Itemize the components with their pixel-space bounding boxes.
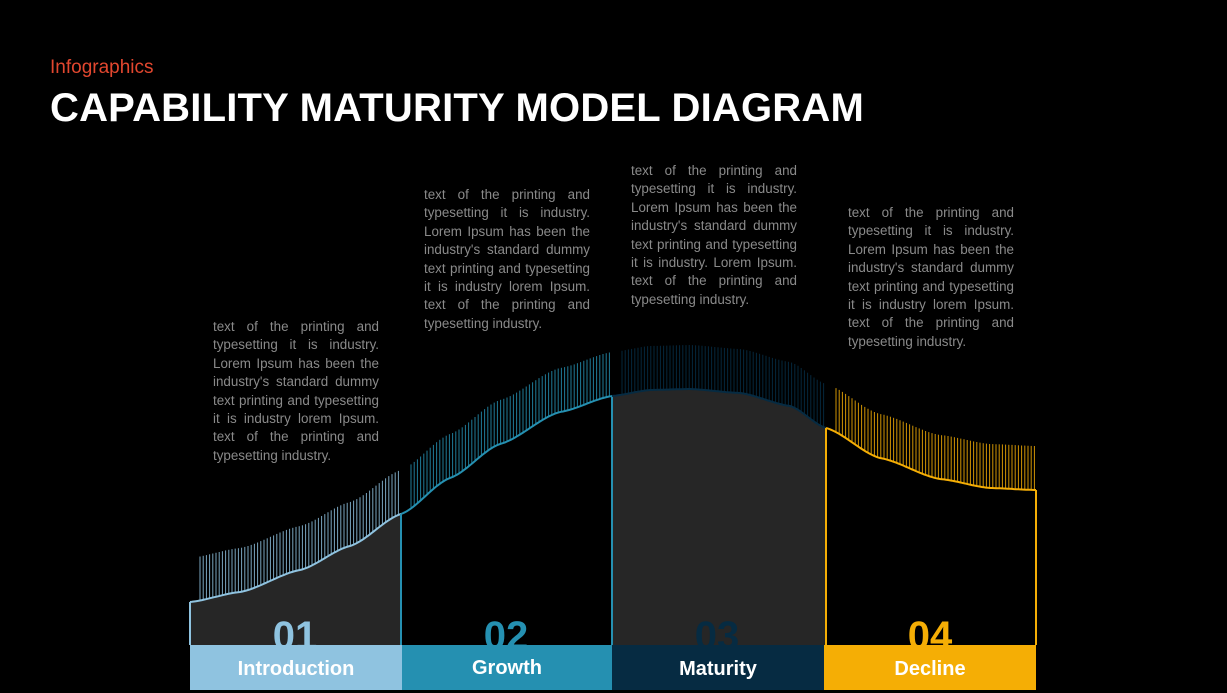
stage-3-label: Maturity (612, 645, 824, 690)
stage-4-panel-outline (825, 428, 1037, 645)
stage-3-number: 03 (694, 614, 740, 646)
stage-3-panel (612, 389, 826, 645)
stage-1-panel-curve (189, 513, 402, 603)
stage-1-label: Introduction (190, 645, 402, 690)
stage-2-panel (401, 396, 612, 645)
stage-2-description: text of the printing and typesetting it … (424, 187, 590, 331)
stage-3-description: text of the printing and typesetting it … (631, 163, 797, 307)
curve-outlines (189, 388, 1037, 645)
stage-1-number: 01 (272, 614, 318, 646)
stage-4-number: 04 (907, 614, 953, 646)
page-title: CAPABILITY MATURITY MODEL DIAGRAM (50, 86, 865, 130)
stage-1-description: text of the printing and typesetting it … (213, 319, 379, 463)
stage-4-panel-curve (825, 427, 1036, 491)
subtitle: Infographics (50, 57, 154, 78)
curve-hatching (199, 345, 1035, 601)
stage-4-panel (826, 428, 1036, 645)
stage-2-panel-curve (400, 395, 613, 515)
stage-3-panel-curve (611, 388, 827, 429)
stage-2-label: Growth (402, 645, 612, 690)
stage-4-label: Decline (824, 645, 1036, 690)
stage-2-number: 02 (483, 614, 529, 646)
stage-2-panel-outline (400, 396, 613, 645)
stage-4-description: text of the printing and typesetting it … (848, 205, 1014, 349)
